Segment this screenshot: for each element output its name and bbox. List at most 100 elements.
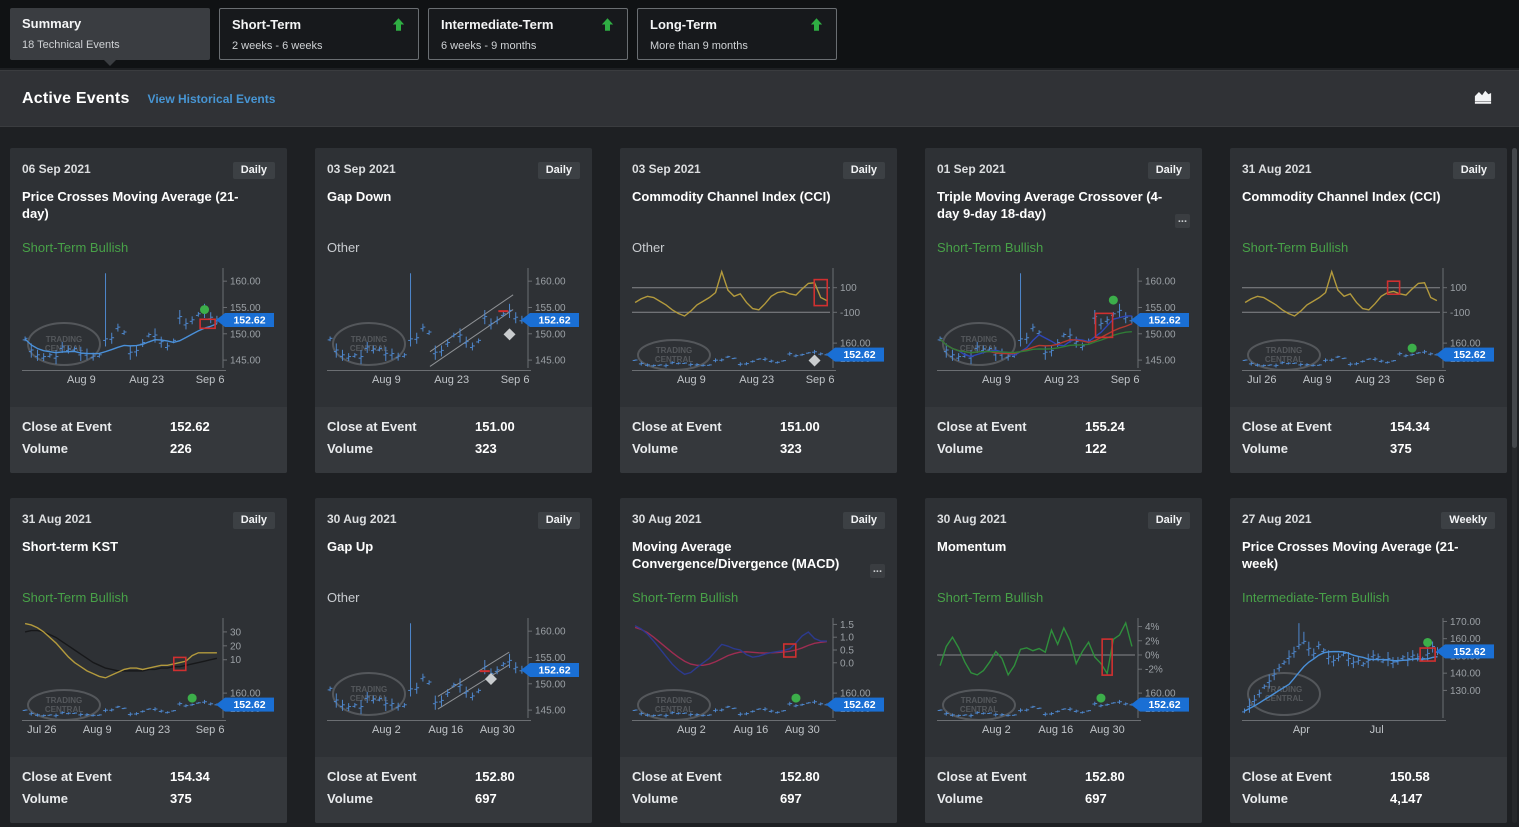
scrollbar-thumb[interactable]	[1512, 148, 1517, 448]
event-classification: Short-Term Bullish	[22, 590, 129, 605]
svg-text:CENTRAL: CENTRAL	[655, 355, 693, 364]
svg-text:145.00: 145.00	[1145, 356, 1176, 367]
period-badge: Daily	[232, 512, 275, 529]
svg-text:TRADING: TRADING	[351, 685, 387, 694]
period-badge: Daily	[537, 512, 580, 529]
event-classification: Short-Term Bullish	[937, 240, 1044, 255]
event-title: Commodity Channel Index (CCI)	[632, 189, 831, 204]
svg-text:150.00: 150.00	[230, 329, 261, 340]
svg-text:152.62: 152.62	[538, 665, 570, 677]
svg-text:152.62: 152.62	[538, 315, 570, 327]
svg-text:4%: 4%	[1145, 622, 1160, 633]
svg-text:-100: -100	[1450, 308, 1470, 319]
svg-text:Sep 6: Sep 6	[501, 374, 530, 386]
view-historical-events-link[interactable]: View Historical Events	[147, 91, 276, 106]
svg-text:Aug 2: Aug 2	[982, 724, 1011, 736]
volume-value: 226	[170, 441, 192, 456]
trend-up-arrow-icon	[809, 17, 824, 32]
volume-label: Volume	[937, 791, 983, 806]
event-card-body: 03 Sep 2021 Daily Gap Down ... Other TRA…	[315, 148, 592, 407]
svg-text:0%: 0%	[1145, 650, 1160, 661]
svg-text:Apr: Apr	[1293, 724, 1310, 736]
svg-text:160.00: 160.00	[1450, 339, 1481, 350]
event-card-footer: Close at Event 151.00 Volume 323	[620, 407, 897, 473]
svg-text:TRADING: TRADING	[1266, 685, 1302, 694]
svg-text:1.5: 1.5	[840, 620, 854, 631]
svg-text:Aug 16: Aug 16	[428, 724, 463, 736]
event-card-body: 27 Aug 2021 Weekly Price Crosses Moving …	[1230, 498, 1507, 757]
event-date: 03 Sep 2021	[632, 162, 701, 176]
period-badge: Daily	[842, 162, 885, 179]
svg-text:1.0: 1.0	[840, 633, 854, 644]
event-card: 31 Aug 2021 Daily Commodity Channel Inde…	[1230, 148, 1507, 473]
event-classification: Short-Term Bullish	[22, 240, 129, 255]
svg-text:155.00: 155.00	[230, 303, 261, 314]
svg-text:160.00: 160.00	[1145, 277, 1176, 288]
svg-text:Aug 16: Aug 16	[1038, 724, 1073, 736]
event-card-footer: Close at Event 154.34 Volume 375	[1230, 407, 1507, 473]
svg-text:Jul 26: Jul 26	[1247, 374, 1276, 386]
event-date: 31 Aug 2021	[1242, 162, 1312, 176]
svg-text:TRADING: TRADING	[46, 335, 82, 344]
svg-text:152.62: 152.62	[1453, 349, 1485, 361]
event-date: 27 Aug 2021	[1242, 512, 1312, 526]
svg-text:155.00: 155.00	[1145, 303, 1176, 314]
svg-text:140.00: 140.00	[1450, 669, 1481, 680]
svg-text:TRADING: TRADING	[961, 696, 997, 705]
volume-label: Volume	[22, 441, 68, 456]
chart-view-button[interactable]	[1469, 84, 1497, 113]
event-mini-chart[interactable]: TRADING CENTRAL 160.00 155.00 150.00 145.00 Au…	[327, 264, 580, 390]
event-classification: Short-Term Bullish	[632, 590, 739, 605]
volume-label: Volume	[1242, 791, 1288, 806]
event-card: 30 Aug 2021 Daily Gap Up ... Other TRADI…	[315, 498, 592, 823]
event-date: 01 Sep 2021	[937, 162, 1006, 176]
event-mini-chart[interactable]: TRADING CENTRAL 160.00 155.00 150.00 145.00 Au…	[22, 264, 275, 390]
svg-text:CENTRAL: CENTRAL	[960, 344, 998, 353]
svg-text:0.0: 0.0	[840, 658, 854, 669]
volume-value: 697	[475, 791, 497, 806]
svg-text:Sep 6: Sep 6	[196, 724, 225, 736]
svg-text:100: 100	[840, 283, 857, 294]
event-card-footer: Close at Event 151.00 Volume 323	[315, 407, 592, 473]
svg-text:152.62: 152.62	[233, 699, 265, 711]
svg-text:160.00: 160.00	[840, 689, 871, 700]
more-button[interactable]: ...	[869, 564, 885, 578]
svg-text:Jul 26: Jul 26	[27, 724, 56, 736]
svg-text:152.62: 152.62	[843, 699, 875, 711]
tab-short-term[interactable]: Short-Term 2 weeks - 6 weeks	[219, 8, 419, 60]
event-card-body: 03 Sep 2021 Daily Commodity Channel Inde…	[620, 148, 897, 407]
svg-text:Aug 30: Aug 30	[480, 724, 515, 736]
tab-intermediate-term[interactable]: Intermediate-Term 6 weeks - 9 months	[428, 8, 628, 60]
event-mini-chart[interactable]: TRADINGCENTRAL1.51.00.50.0160.00150.00Au…	[632, 614, 885, 740]
event-card: 27 Aug 2021 Weekly Price Crosses Moving …	[1230, 498, 1507, 823]
page-scrollbar[interactable]	[1512, 148, 1517, 823]
period-badge: Daily	[537, 162, 580, 179]
svg-text:100: 100	[1450, 283, 1467, 294]
event-card-body: 30 Aug 2021 Daily Gap Up ... Other TRADI…	[315, 498, 592, 757]
close-at-event-value: 152.80	[1085, 769, 1125, 784]
svg-text:TRADING: TRADING	[46, 696, 82, 705]
more-button[interactable]: ...	[1174, 214, 1190, 228]
svg-text:152.62: 152.62	[1453, 646, 1485, 658]
tab-long-term[interactable]: Long-Term More than 9 months	[637, 8, 837, 60]
volume-label: Volume	[632, 441, 678, 456]
event-mini-chart[interactable]: TRADING CENTRAL 160.00 155.00 150.00 145.00 Au…	[327, 614, 580, 740]
svg-text:152.62: 152.62	[843, 349, 875, 361]
close-at-event-value: 152.62	[170, 419, 210, 434]
svg-text:152.62: 152.62	[233, 315, 265, 327]
svg-text:145.00: 145.00	[230, 356, 261, 367]
event-mini-chart[interactable]: TRADINGCENTRAL170.00160.00150.00140.0013…	[1242, 614, 1495, 740]
event-date: 30 Aug 2021	[937, 512, 1007, 526]
volume-value: 697	[1085, 791, 1107, 806]
tab-summary[interactable]: Summary 18 Technical Events	[10, 8, 210, 60]
svg-text:170.00: 170.00	[1450, 617, 1481, 628]
svg-text:150.00: 150.00	[535, 679, 566, 690]
event-card-body: 31 Aug 2021 Daily Short-term KST ... Sho…	[10, 498, 287, 757]
svg-text:TRADING: TRADING	[656, 696, 692, 705]
event-mini-chart[interactable]: TRADING CENTRAL 160.00 155.00 150.00 145.00 Au…	[937, 264, 1190, 390]
period-badge: Daily	[842, 512, 885, 529]
